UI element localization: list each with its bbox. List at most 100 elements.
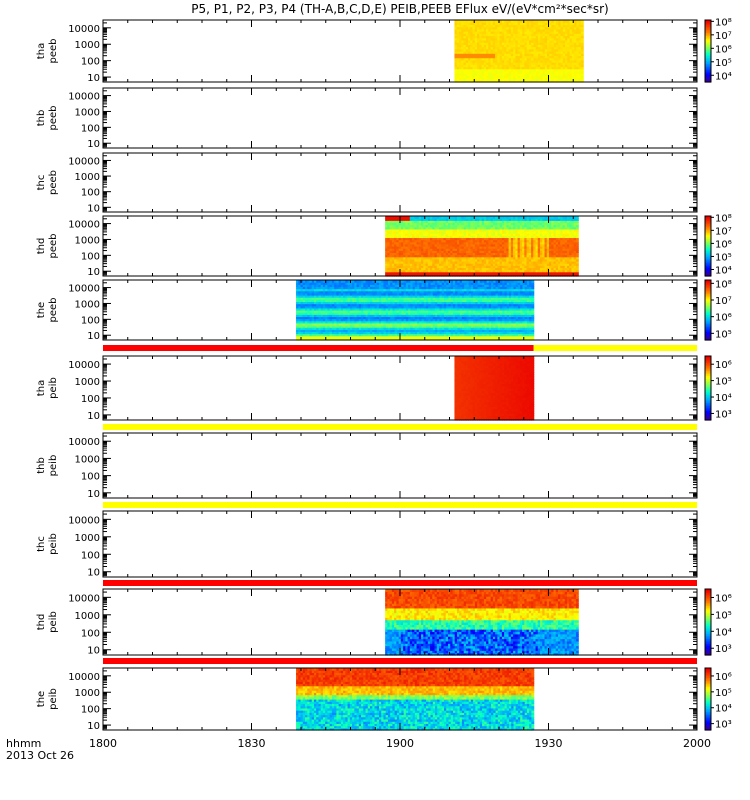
spectrogram-cell — [479, 57, 483, 61]
spectrogram-cell — [506, 46, 510, 50]
spectrogram-cell — [421, 248, 424, 251]
spectrogram-cell — [513, 59, 517, 63]
spectrogram-cell — [574, 62, 577, 65]
spectrogram-cell — [531, 33, 535, 37]
spectrogram-cell — [416, 218, 420, 221]
spectrogram-cell — [524, 37, 528, 41]
spectrogram-cell — [549, 70, 553, 74]
spectrogram-cell — [562, 62, 566, 65]
spectrogram-cell — [387, 246, 391, 249]
spectrogram-cell — [470, 33, 474, 37]
spectrogram-cell — [416, 239, 420, 243]
spectrogram-cell — [405, 267, 409, 271]
spectrogram-cell — [501, 33, 505, 37]
spectrogram-cell — [486, 66, 489, 70]
spectrogram-cell — [454, 31, 458, 34]
spectrogram-cell — [391, 237, 395, 241]
spectrogram-cell — [574, 37, 577, 41]
spectrogram-cell — [504, 64, 507, 68]
spectrogram-cell — [519, 77, 523, 81]
spectrogram-cell — [403, 239, 406, 243]
spectrogram-cell — [580, 79, 584, 83]
spectrogram-cell — [528, 70, 532, 74]
spectrogram-cell — [400, 231, 404, 234]
spectrogram-cell — [519, 59, 523, 63]
spectrogram-cell — [569, 35, 573, 39]
spectrogram-cell — [463, 77, 467, 81]
spectrogram-cell — [504, 22, 507, 26]
spectrogram-cell — [549, 77, 553, 81]
spectrogram-cell — [403, 250, 406, 254]
spectrogram-cell — [556, 28, 559, 32]
spectrogram-cell — [483, 70, 487, 74]
spectrogram-cell — [477, 46, 480, 50]
colorbar-cell — [705, 46, 711, 49]
spectrogram-cell — [542, 48, 546, 52]
spectrogram-cell — [574, 33, 577, 37]
spectrogram-cell — [396, 254, 400, 258]
spectrogram-cell — [414, 261, 418, 264]
spectrogram-cell — [531, 42, 535, 45]
spectrogram-cell — [488, 62, 492, 65]
spectrogram-cell — [405, 224, 409, 228]
spectrogram-cell — [567, 70, 571, 74]
spectrogram-cell — [549, 53, 553, 57]
spectrogram-cell — [528, 44, 532, 48]
spectrogram-cell — [497, 73, 501, 76]
spectrogram-cell — [533, 79, 537, 83]
spectrogram-cell — [492, 68, 496, 72]
panel-label-product: peeb — [48, 39, 59, 64]
spectrogram-cell — [486, 55, 489, 59]
spectrogram-cell — [463, 70, 467, 74]
spectrogram-cell — [578, 57, 582, 61]
spectrogram-cell — [510, 33, 514, 37]
spectrogram-cell — [497, 37, 501, 41]
spectrogram-cell — [470, 42, 474, 45]
spectrogram-cell — [519, 26, 523, 30]
spectrogram-cell — [578, 31, 582, 34]
spectrogram-cell — [405, 222, 409, 226]
spectrogram-cell — [558, 64, 562, 68]
spectrogram-cell — [454, 66, 458, 70]
spectrogram-cell — [463, 28, 467, 32]
spectrogram-cell — [567, 22, 571, 26]
spectrogram-cell — [504, 42, 507, 45]
spectrogram-cell — [468, 24, 471, 28]
y-tick-label: 10 — [87, 203, 100, 214]
spectrogram-cell — [456, 68, 460, 72]
spectrogram-cell — [396, 224, 400, 228]
spectrogram-cell — [551, 33, 555, 37]
spectrogram-cell — [492, 62, 496, 65]
spectrogram-cell — [540, 48, 544, 52]
spectrogram-cell — [461, 33, 465, 37]
spectrogram-cell — [524, 46, 528, 50]
spectrogram-cell — [398, 233, 402, 236]
spectrogram-cell — [544, 55, 548, 59]
spectrogram-cell — [569, 44, 573, 48]
spectrogram-cell — [472, 75, 476, 79]
spectrogram-cell — [526, 77, 530, 81]
spectrogram-cell — [576, 59, 580, 63]
spectrogram-cell — [465, 75, 469, 79]
spectrogram-cell — [551, 26, 555, 30]
spectrogram-cell — [542, 73, 546, 76]
spectrogram-cell — [461, 62, 465, 65]
spectrogram-cell — [565, 46, 568, 50]
spectrogram-cell — [547, 28, 550, 32]
spectrogram-cell — [483, 42, 487, 45]
spectrogram-cell — [501, 46, 505, 50]
spectrogram-cell — [409, 224, 413, 228]
y-tick-label: 1000 — [75, 40, 100, 51]
spectrogram-cell — [560, 24, 564, 28]
spectrogram-cell — [531, 51, 535, 54]
spectrogram-cell — [556, 26, 559, 30]
spectrogram-cell — [571, 33, 575, 37]
spectrogram-cell — [385, 224, 388, 228]
spectrogram-cell — [394, 231, 397, 234]
colorbar-tick-label: 10⁸ — [715, 213, 732, 224]
spectrogram-cell — [553, 24, 557, 28]
spectrogram-cell — [472, 28, 476, 32]
spectrogram-cell — [553, 39, 557, 43]
spectrogram-cell — [553, 64, 557, 68]
spectrogram-cell — [535, 26, 539, 30]
